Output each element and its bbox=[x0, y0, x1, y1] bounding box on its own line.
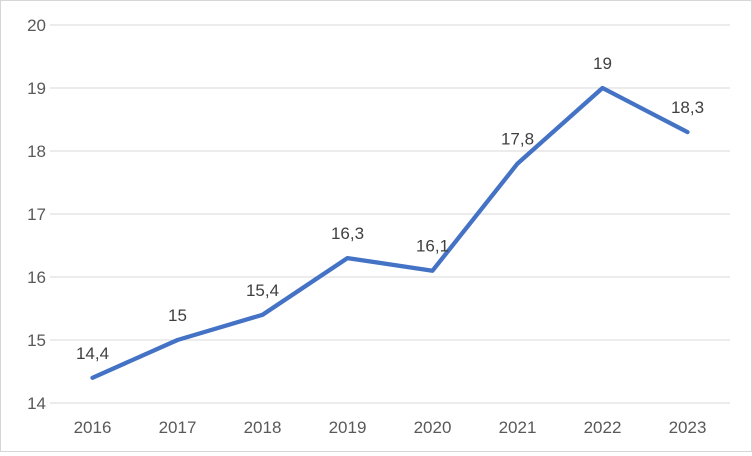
y-axis-tick-label: 20 bbox=[27, 16, 46, 35]
x-axis-tick-label: 2022 bbox=[584, 418, 622, 437]
data-point-label: 18,3 bbox=[671, 98, 704, 117]
x-axis-tick-label: 2017 bbox=[159, 418, 197, 437]
y-axis-tick-label: 15 bbox=[27, 331, 46, 350]
x-axis-tick-label: 2018 bbox=[244, 418, 282, 437]
data-point-label: 16,3 bbox=[331, 224, 364, 243]
x-axis-tick-label: 2020 bbox=[414, 418, 452, 437]
y-axis-tick-label: 16 bbox=[27, 268, 46, 287]
y-axis-tick-label: 14 bbox=[27, 394, 46, 413]
data-point-label: 15 bbox=[168, 306, 187, 325]
y-axis-tick-label: 18 bbox=[27, 142, 46, 161]
data-point-label: 15,4 bbox=[246, 281, 279, 300]
data-point-label: 16,1 bbox=[416, 237, 449, 256]
data-point-label: 14,4 bbox=[76, 344, 109, 363]
data-series-line bbox=[90, 85, 690, 380]
data-point-label: 19 bbox=[593, 54, 612, 73]
y-axis-tick-label: 17 bbox=[27, 205, 46, 224]
data-point-label: 17,8 bbox=[501, 130, 534, 149]
x-axis-tick-label: 2021 bbox=[499, 418, 537, 437]
y-axis-tick-label: 19 bbox=[27, 79, 46, 98]
x-axis-tick-label: 2023 bbox=[669, 418, 707, 437]
x-axis-tick-label: 2019 bbox=[329, 418, 367, 437]
x-axis-tick-label: 2016 bbox=[74, 418, 112, 437]
